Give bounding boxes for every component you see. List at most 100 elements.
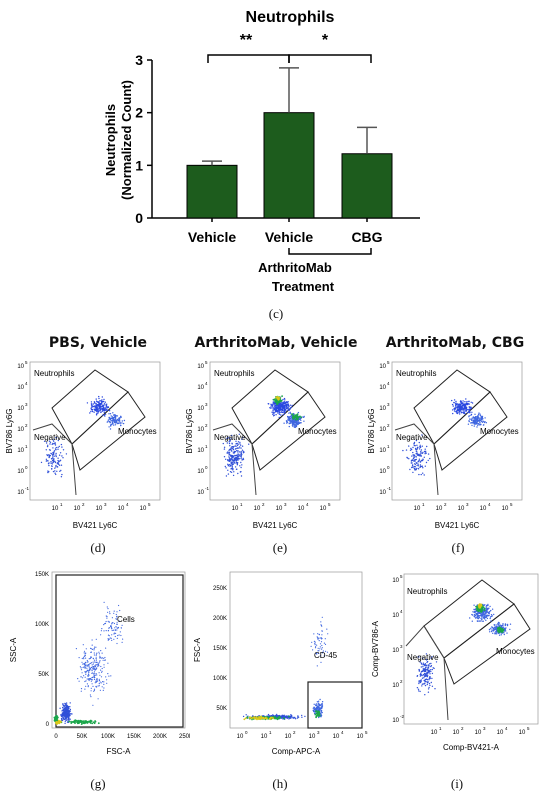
event-dot [77,719,80,722]
x-axis-label: Treatment [272,279,335,294]
event-dot [284,409,287,411]
event-dot [110,637,112,639]
event-dot [301,716,303,718]
event-dot [225,458,227,460]
event-dot [278,715,280,718]
event-dot [315,652,317,654]
event-dot [301,714,303,717]
event-dot [475,612,478,615]
event-dot [484,614,486,616]
event-dot [61,718,63,720]
event-dot [416,446,419,449]
event-dot [99,689,101,691]
event-dot [120,416,122,418]
event-dot [57,459,59,462]
event-dot [477,413,480,416]
event-dot [435,661,438,663]
event-dot [477,424,479,427]
event-dot [238,451,241,453]
event-dot [415,462,417,464]
event-dot [52,439,54,441]
event-dot [95,686,97,688]
event-dot [100,650,102,652]
event-dot [55,449,57,451]
event-dot [120,627,122,629]
event-dot [477,612,479,614]
event-dot [426,679,429,681]
event-dot [471,417,473,419]
event-dot [287,405,290,407]
event-dot [315,704,317,707]
event-dot [313,640,315,642]
event-dot [80,720,83,722]
event-dot [232,448,235,451]
event-dot [99,403,101,405]
event-dot [321,704,324,706]
event-dot [262,716,265,719]
event-dot [92,704,94,706]
event-dot [80,667,82,669]
event-dot [240,466,242,469]
event-dot [45,442,48,444]
event-dot [410,448,413,451]
event-dot [285,410,287,412]
event-dot [57,457,59,459]
x-tick-label: 10 [333,734,340,740]
event-dot [97,663,100,665]
event-dot [285,403,287,406]
event-dot [419,454,421,456]
event-dot [59,470,61,472]
panel-e-title: ArthritoMab, Vehicle [194,335,358,351]
event-dot [87,685,89,687]
event-dot [460,409,462,411]
event-dot [462,402,464,405]
event-dot [318,709,321,712]
event-dot [92,405,95,408]
event-dot [90,687,92,689]
event-dot [455,406,457,408]
event-dot [464,412,466,415]
event-dot [116,621,118,623]
event-dot [487,607,489,610]
event-dot [101,667,103,670]
event-dot [60,464,63,466]
event-dot [303,415,305,418]
event-dot [240,456,242,458]
event-dot [83,666,85,668]
x-tick-exp: 5 [365,730,368,735]
y-tick-label: 10 [197,490,204,496]
event-dot [85,680,87,682]
event-dot [497,621,500,624]
event-dot [416,687,419,689]
event-dot [69,713,71,715]
event-dot [320,714,323,717]
event-dot [62,706,64,709]
event-dot [93,673,95,675]
event-dot [113,612,115,614]
event-dot [476,620,479,622]
event-dot [93,666,95,668]
event-dot [282,411,284,414]
event-dot [83,650,86,652]
event-dot [425,452,427,454]
event-dot [431,656,433,658]
event-dot [503,633,505,636]
event-dot [490,609,492,612]
event-dot [485,619,487,621]
event-dot [487,604,489,607]
event-dot [93,408,96,411]
event-dot [425,670,427,673]
event-dot [476,420,478,422]
caption-e: (e) [272,540,288,555]
event-dot [40,461,43,464]
event-dot [419,446,422,448]
event-dot [289,411,291,413]
x-tick-label: 10 [298,506,305,512]
event-dot [295,421,297,423]
event-dot [89,412,91,414]
event-dot [272,413,274,415]
event-dot [475,419,478,421]
event-dot [475,606,478,608]
event-dot [408,458,410,460]
event-dot [427,681,429,683]
